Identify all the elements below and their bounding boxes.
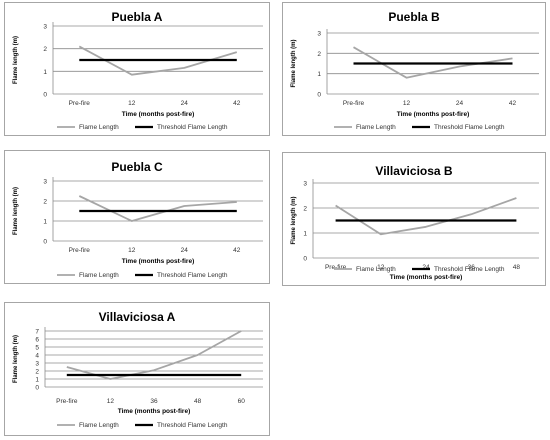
legend-label-threshold-flame-length: Threshold Flame Length bbox=[434, 266, 505, 273]
x-tick-label: 36 bbox=[150, 398, 158, 405]
x-tick-label: Pre-fire bbox=[69, 247, 91, 254]
chart-panel-puebla-a: Puebla A 0 1 2 3 Pre-fire 12 24 42 Time (months p… bbox=[4, 2, 270, 136]
x-tick-label: 24 bbox=[456, 100, 464, 107]
x-tick-label: 36 bbox=[468, 264, 476, 271]
chart-panel-villaviciosa-a: Villaviciosa A 0 1 2 3 4 5 6 7 Pre-fire 12 36 48 60 Ti… bbox=[4, 302, 270, 436]
y-tick-label: 2 bbox=[317, 51, 321, 58]
x-tick-label: Pre-fire bbox=[325, 264, 347, 271]
x-axis-label: Time (months post-fire) bbox=[397, 111, 469, 118]
x-axis-label: Time (months post-fire) bbox=[118, 408, 190, 415]
y-tick-label: 1 bbox=[43, 69, 47, 76]
x-tick-label: 12 bbox=[128, 247, 136, 254]
legend-label-threshold-flame-length: Threshold Flame Length bbox=[434, 124, 505, 131]
chart-panel-puebla-b: Puebla B 0 1 2 3 Pre-fire 12 24 42 Time (months p… bbox=[282, 2, 546, 136]
x-tick-label: Pre-fire bbox=[69, 100, 91, 107]
y-tick-label: 1 bbox=[317, 71, 321, 78]
y-tick-label: 6 bbox=[35, 337, 39, 344]
chart-panel-villaviciosa-b: Villaviciosa B 0 1 2 3 Pre-fire 12 24 36 48 Time (… bbox=[282, 152, 546, 286]
y-tick-label: 3 bbox=[303, 181, 307, 188]
y-tick-label: 2 bbox=[303, 206, 307, 213]
y-tick-label: 2 bbox=[35, 369, 39, 376]
y-axis-label: Flame length (m) bbox=[291, 39, 297, 87]
x-tick-label: 48 bbox=[194, 398, 202, 405]
x-tick-label: 42 bbox=[233, 100, 241, 107]
x-axis-label: Time (months post-fire) bbox=[122, 258, 194, 265]
y-tick-label: 3 bbox=[317, 31, 321, 38]
y-axis-label: Flame length (m) bbox=[13, 36, 19, 84]
y-tick-label: 0 bbox=[317, 92, 321, 99]
chart-title: Villaviciosa B bbox=[375, 164, 452, 178]
x-tick-label: 42 bbox=[509, 100, 517, 107]
x-tick-label: 60 bbox=[238, 398, 246, 405]
x-tick-label: 42 bbox=[233, 247, 241, 254]
chart-panel-puebla-c: Puebla C 0 1 2 3 Pre-fire 12 24 42 Time (months p… bbox=[4, 150, 270, 284]
legend-label-threshold-flame-length: Threshold Flame Length bbox=[157, 124, 228, 131]
y-tick-label: 0 bbox=[303, 256, 307, 263]
y-axis-label: Flame length (m) bbox=[13, 335, 19, 383]
x-tick-label: 24 bbox=[181, 100, 189, 107]
x-tick-label: 48 bbox=[513, 264, 521, 271]
x-tick-label: 12 bbox=[403, 100, 411, 107]
y-tick-label: 3 bbox=[43, 179, 47, 186]
legend-label-flame-length: Flame Length bbox=[79, 124, 119, 131]
legend-label-flame-length: Flame Length bbox=[79, 272, 119, 279]
legend-label-flame-length: Flame Length bbox=[356, 266, 396, 273]
x-tick-label: 24 bbox=[181, 247, 189, 254]
y-tick-label: 7 bbox=[35, 329, 39, 336]
legend-label-threshold-flame-length: Threshold Flame Length bbox=[157, 422, 228, 429]
series-line-flame-length bbox=[78, 195, 237, 222]
y-tick-label: 4 bbox=[35, 353, 39, 360]
x-axis-label: Time (months post-fire) bbox=[390, 274, 462, 281]
y-tick-label: 0 bbox=[43, 92, 47, 99]
x-tick-label: Pre-fire bbox=[343, 100, 365, 107]
y-axis-label: Flame length (m) bbox=[291, 196, 297, 244]
chart-title: Villaviciosa A bbox=[99, 310, 176, 324]
x-tick-label: 12 bbox=[107, 398, 115, 405]
y-tick-label: 0 bbox=[43, 239, 47, 246]
x-tick-label: 12 bbox=[377, 264, 385, 271]
chart-title: Puebla B bbox=[388, 10, 440, 24]
legend-label-threshold-flame-length: Threshold Flame Length bbox=[157, 272, 228, 279]
y-tick-label: 5 bbox=[35, 345, 39, 352]
legend-label-flame-length: Flame Length bbox=[79, 422, 119, 429]
y-tick-label: 3 bbox=[35, 361, 39, 368]
chart-title: Puebla A bbox=[112, 10, 163, 24]
y-tick-label: 1 bbox=[43, 219, 47, 226]
chart-title: Puebla C bbox=[111, 160, 163, 174]
x-tick-label: Pre-fire bbox=[56, 398, 78, 405]
y-tick-label: 1 bbox=[303, 231, 307, 238]
x-tick-label: 12 bbox=[128, 100, 136, 107]
y-tick-label: 1 bbox=[35, 377, 39, 384]
y-tick-label: 2 bbox=[43, 199, 47, 206]
y-tick-label: 2 bbox=[43, 46, 47, 53]
y-tick-label: 3 bbox=[43, 24, 47, 31]
x-tick-label: 24 bbox=[422, 264, 430, 271]
series-line-flame-length bbox=[335, 197, 517, 236]
y-axis-label: Flame length (m) bbox=[13, 187, 19, 235]
x-axis-label: Time (months post-fire) bbox=[122, 111, 194, 118]
y-tick-label: 0 bbox=[35, 385, 39, 392]
legend-label-flame-length: Flame Length bbox=[356, 124, 396, 131]
